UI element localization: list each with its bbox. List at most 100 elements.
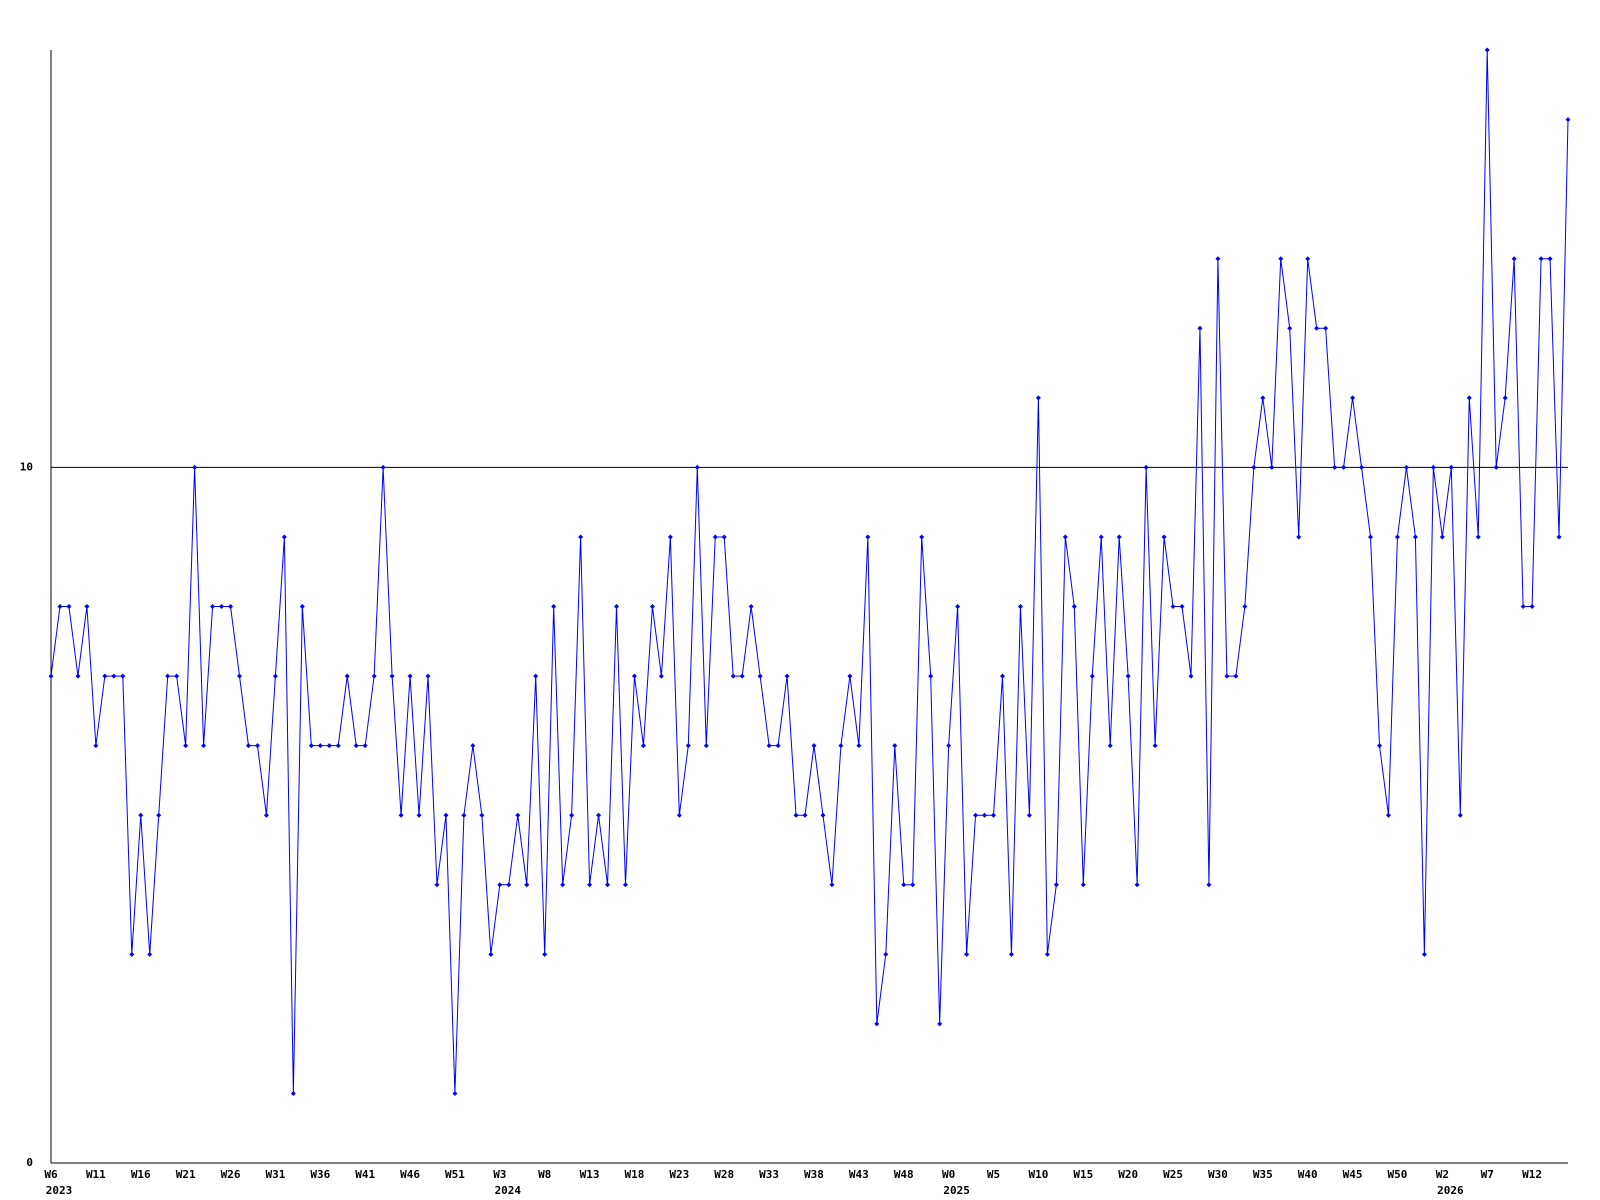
- data-point: [1035, 395, 1041, 401]
- x-tick-label: W28: [714, 1168, 734, 1181]
- data-point: [874, 1021, 880, 1027]
- data-point: [1305, 256, 1311, 262]
- data-point: [784, 673, 790, 679]
- data-point: [1026, 812, 1032, 818]
- data-point: [317, 743, 323, 749]
- data-point: [1242, 604, 1248, 609]
- x-tick-label: W5: [987, 1168, 1000, 1181]
- data-point: [757, 673, 763, 679]
- data-point: [649, 604, 655, 609]
- x-year-label: 2024: [495, 1184, 522, 1197]
- data-point: [1475, 534, 1481, 540]
- data-point: [1206, 882, 1212, 888]
- data-point: [614, 604, 620, 609]
- data-point: [254, 743, 260, 749]
- data-point: [1098, 534, 1104, 540]
- data-point: [838, 743, 844, 749]
- data-point: [1412, 534, 1418, 540]
- data-point: [48, 673, 54, 679]
- data-point: [1197, 325, 1203, 331]
- data-point: [425, 673, 431, 679]
- data-point: [281, 534, 287, 540]
- data-point: [362, 743, 368, 749]
- data-point: [434, 882, 440, 888]
- data-point: [1269, 464, 1275, 470]
- data-point: [712, 534, 718, 540]
- data-point: [129, 951, 135, 957]
- data-point: [66, 604, 72, 609]
- x-tick-label: W36: [310, 1168, 330, 1181]
- data-point: [1350, 395, 1356, 401]
- data-point: [1008, 951, 1014, 957]
- data-point: [1529, 604, 1535, 609]
- x-tick-label: W48: [894, 1168, 914, 1181]
- x-tick-label: W0: [942, 1168, 955, 1181]
- data-point: [1439, 534, 1445, 540]
- x-tick-label: W51: [445, 1168, 465, 1181]
- x-tick-label: W2: [1436, 1168, 1449, 1181]
- data-point: [1520, 604, 1526, 609]
- data-point: [1538, 256, 1544, 262]
- data-point: [596, 812, 602, 818]
- x-tick-label: W25: [1163, 1168, 1183, 1181]
- data-point: [1359, 464, 1365, 470]
- data-point: [488, 951, 494, 957]
- data-point: [1385, 812, 1391, 818]
- data-point: [1143, 464, 1149, 470]
- data-point: [263, 812, 269, 818]
- data-point: [999, 673, 1005, 679]
- x-tick-label: W35: [1253, 1168, 1273, 1181]
- data-point: [416, 812, 422, 818]
- data-point: [1457, 812, 1463, 818]
- x-tick-label: W21: [176, 1168, 196, 1181]
- data-point: [497, 882, 503, 888]
- data-point: [245, 743, 251, 749]
- x-tick-label: W11: [86, 1168, 106, 1181]
- data-point: [138, 812, 144, 818]
- data-point: [1170, 604, 1176, 609]
- data-point: [515, 812, 521, 818]
- data-point: [353, 743, 359, 749]
- data-point: [569, 812, 575, 818]
- data-point: [1062, 534, 1068, 540]
- data-point: [1332, 464, 1338, 470]
- data-point: [605, 882, 611, 888]
- x-tick-label: W38: [804, 1168, 824, 1181]
- data-point: [793, 812, 799, 818]
- data-point: [308, 743, 314, 749]
- data-point: [1547, 256, 1553, 262]
- data-point: [380, 464, 386, 470]
- data-point: [1403, 464, 1409, 470]
- data-point: [847, 673, 853, 679]
- x-tick-label: W12: [1522, 1168, 1542, 1181]
- data-point: [676, 812, 682, 818]
- x-tick-label: W30: [1208, 1168, 1228, 1181]
- data-point: [1188, 673, 1194, 679]
- data-point: [578, 534, 584, 540]
- data-point: [1502, 395, 1508, 401]
- data-point: [622, 882, 628, 888]
- data-point: [1017, 604, 1023, 609]
- x-tick-label: W20: [1118, 1168, 1138, 1181]
- x-tick-label: W50: [1388, 1168, 1408, 1181]
- data-point: [1278, 256, 1284, 262]
- data-point: [506, 882, 512, 888]
- x-tick-label: W13: [580, 1168, 600, 1181]
- data-line: [50, 49, 1569, 1094]
- data-point: [201, 743, 207, 749]
- data-point: [910, 882, 916, 888]
- data-point: [443, 812, 449, 818]
- data-point: [299, 604, 305, 609]
- x-tick-label: W3: [493, 1168, 506, 1181]
- data-point: [1080, 882, 1086, 888]
- y-tick-label: 0: [26, 1156, 33, 1169]
- data-point: [1251, 464, 1257, 470]
- data-point: [174, 673, 180, 679]
- data-point: [730, 673, 736, 679]
- data-point: [470, 743, 476, 749]
- data-point: [219, 604, 225, 609]
- x-tick-label: W46: [400, 1168, 420, 1181]
- data-point: [192, 464, 198, 470]
- data-point: [461, 812, 467, 818]
- data-point: [1341, 464, 1347, 470]
